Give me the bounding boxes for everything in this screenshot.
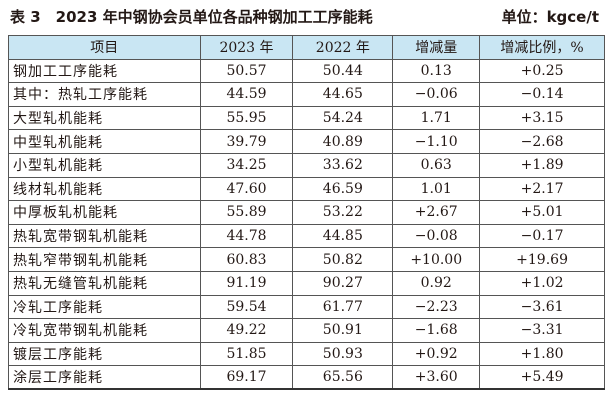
table-cell: +3.60 xyxy=(392,365,481,391)
row-label: 其中：热轧工序能耗 xyxy=(8,82,201,107)
table-cell: +2.17 xyxy=(479,176,605,202)
row-label: 小型轧机能耗 xyxy=(8,152,201,178)
table-row: 中厚板轧机能耗 55.89 53.22 +2.67 +5.01 xyxy=(8,200,605,225)
table-cell: −3.61 xyxy=(479,294,605,320)
table-cell: 0.63 xyxy=(392,152,481,178)
table-row: 热轧窄带钢轧机能耗 60.83 50.82 +10.00 +19.69 xyxy=(8,247,605,272)
table-cell: 50.93 xyxy=(292,341,394,367)
table-title: 表 3 2023 年中钢协会员单位各品种钢加工工序能耗 xyxy=(10,8,373,26)
table-cell: −0.17 xyxy=(479,223,605,249)
table-cell: 55.95 xyxy=(199,105,294,131)
table-cell: 50.44 xyxy=(292,58,394,84)
table-cell: +0.25 xyxy=(479,58,605,84)
table-cell: −0.08 xyxy=(392,223,481,249)
table-cell: 50.82 xyxy=(292,247,394,272)
table-row: 大型轧机能耗 55.95 54.24 1.71 +3.15 xyxy=(8,105,605,131)
table-cell: 61.77 xyxy=(292,294,394,320)
table-cell: 46.59 xyxy=(292,176,394,202)
table-row: 冷轧宽带钢轧机能耗 49.22 50.91 −1.68 −3.31 xyxy=(8,318,605,343)
row-label: 冷轧工序能耗 xyxy=(8,294,201,320)
table-cell: +5.01 xyxy=(479,200,605,225)
table-cell: 34.25 xyxy=(199,152,294,178)
row-label: 中厚板轧机能耗 xyxy=(8,200,201,225)
table-cell: 49.22 xyxy=(199,318,294,343)
table-cell: +3.15 xyxy=(479,105,605,131)
table-cell: −0.06 xyxy=(392,82,481,107)
energy-table: 项目 2023 年 2022 年增减量 增减比例，% 钢加工工序能耗 50.57 50.44… xyxy=(8,35,605,391)
table-row: 热轧无缝管轧机能耗 91.19 90.27 0.92 +1.02 xyxy=(8,270,605,296)
table-cell: +1.02 xyxy=(479,270,605,296)
table-cell: 91.19 xyxy=(199,270,294,296)
table-cell: 44.85 xyxy=(292,223,394,249)
row-label: 钢加工工序能耗 xyxy=(8,58,201,84)
column-header: 2023 年 xyxy=(199,35,294,60)
table-cell: 1.71 xyxy=(392,105,481,131)
table-row: 涂层工序能耗 69.17 65.56 +3.60 +5.49 xyxy=(8,365,605,391)
table-cell: 59.54 xyxy=(199,294,294,320)
table-cell: −3.31 xyxy=(479,318,605,343)
column-header: 项目 xyxy=(8,35,201,60)
table-row: 热轧宽带钢轧机能耗 44.78 44.85 −0.08 −0.17 xyxy=(8,223,605,249)
column-header: 2022 年 xyxy=(292,35,394,60)
row-label: 热轧无缝管轧机能耗 xyxy=(8,270,201,296)
table-cell: 44.65 xyxy=(292,82,394,107)
table-cell: +10.00 xyxy=(392,247,481,272)
table-cell: 69.17 xyxy=(199,365,294,391)
table-row: 钢加工工序能耗 50.57 50.44 0.13 +0.25 xyxy=(8,58,605,84)
table-row: 其中：热轧工序能耗 44.59 44.65 −0.06 −0.14 xyxy=(8,82,605,107)
table-cell: 55.89 xyxy=(199,200,294,225)
table-cell: +1.80 xyxy=(479,341,605,367)
table-row: 中型轧机能耗 39.79 40.89 −1.10 −2.68 xyxy=(8,129,605,154)
table-cell: 65.56 xyxy=(292,365,394,391)
row-label: 涂层工序能耗 xyxy=(8,365,201,391)
column-header: 增减比例，% xyxy=(479,35,605,60)
table-cell: 50.91 xyxy=(292,318,394,343)
table-cell: +19.69 xyxy=(479,247,605,272)
table-cell: 44.59 xyxy=(199,82,294,107)
row-label: 冷轧宽带钢轧机能耗 xyxy=(8,318,201,343)
table-cell: −2.23 xyxy=(392,294,481,320)
row-label: 中型轧机能耗 xyxy=(8,129,201,154)
column-header: 增减量 xyxy=(392,35,481,60)
table-cell: 54.24 xyxy=(292,105,394,131)
row-label: 线材轧机能耗 xyxy=(8,176,201,202)
row-label: 镀层工序能耗 xyxy=(8,341,201,367)
table-cell: 40.89 xyxy=(292,129,394,154)
table-cell: 33.62 xyxy=(292,152,394,178)
table-cell: −2.68 xyxy=(479,129,605,154)
table-cell: +0.92 xyxy=(392,341,481,367)
table-cell: 50.57 xyxy=(199,58,294,84)
unit-label: 单位：kgce/t xyxy=(501,8,599,26)
table-cell: 51.85 xyxy=(199,341,294,367)
table-row: 小型轧机能耗 34.25 33.62 0.63 +1.89 xyxy=(8,152,605,178)
table-row: 线材轧机能耗 47.60 46.59 1.01 +2.17 xyxy=(8,176,605,202)
table-cell: +2.67 xyxy=(392,200,481,225)
table-cell: 0.13 xyxy=(392,58,481,84)
row-label: 大型轧机能耗 xyxy=(8,105,201,131)
table-row: 镀层工序能耗 51.85 50.93 +0.92 +1.80 xyxy=(8,341,605,367)
table-cell: 60.83 xyxy=(199,247,294,272)
table-cell: 39.79 xyxy=(199,129,294,154)
table-cell: −0.14 xyxy=(479,82,605,107)
table-row: 冷轧工序能耗 59.54 61.77 −2.23 −3.61 xyxy=(8,294,605,320)
row-label: 热轧窄带钢轧机能耗 xyxy=(8,247,201,272)
table-cell: 47.60 xyxy=(199,176,294,202)
table-cell: +5.49 xyxy=(479,365,605,391)
table-cell: −1.68 xyxy=(392,318,481,343)
table-cell: 53.22 xyxy=(292,200,394,225)
row-label: 热轧宽带钢轧机能耗 xyxy=(8,223,201,249)
table-cell: 1.01 xyxy=(392,176,481,202)
table-cell: +1.89 xyxy=(479,152,605,178)
table-cell: 0.92 xyxy=(392,270,481,296)
table-cell: −1.10 xyxy=(392,129,481,154)
table-cell: 44.78 xyxy=(199,223,294,249)
table-cell: 90.27 xyxy=(292,270,394,296)
header-row: 项目 2023 年 2022 年增减量 增减比例，% xyxy=(8,35,605,60)
